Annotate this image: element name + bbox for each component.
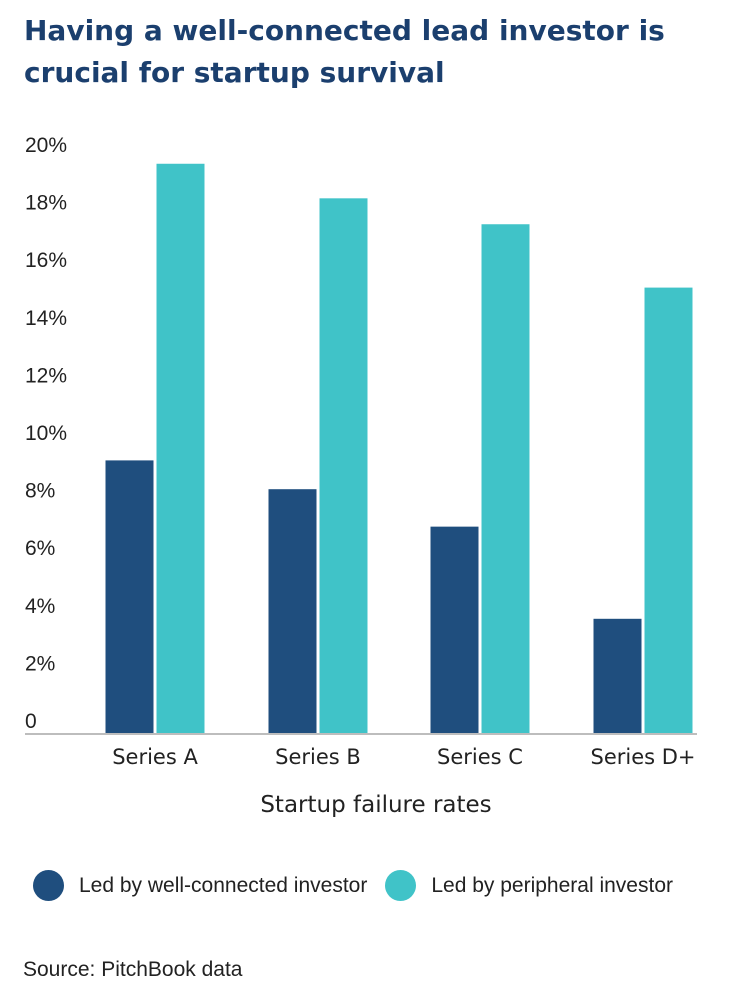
legend-swatch-well-connected: [33, 870, 64, 901]
y-tick-label: 12%: [25, 364, 67, 387]
y-tick-label: 18%: [25, 192, 67, 215]
x-tick-label: Series B: [275, 745, 361, 769]
x-tick-label: Series D+: [590, 745, 695, 769]
bar-peripheral-series-d: [644, 287, 693, 734]
y-tick-label: 2%: [25, 652, 55, 675]
legend: Led by well-connected investor Led by pe…: [33, 870, 691, 901]
y-tick-label: 8%: [25, 480, 55, 503]
legend-label-peripheral: Led by peripheral investor: [431, 873, 673, 897]
legend-swatch-peripheral: [385, 870, 417, 901]
bar-well-connected-series-a: [105, 460, 154, 734]
bar-well-connected-series-d: [593, 618, 642, 734]
x-tick-label: Series C: [437, 745, 523, 769]
x-tick-label: Series A: [112, 745, 198, 769]
y-tick-label: 20%: [25, 134, 67, 157]
legend-item-peripheral: Led by peripheral investor: [385, 870, 673, 901]
chart-title: Having a well-connected lead investor is…: [24, 14, 665, 89]
source-note: Source: PitchBook data: [23, 958, 243, 981]
y-tick-label: 6%: [25, 537, 55, 560]
legend-label-well-connected: Led by well-connected investor: [79, 873, 368, 897]
bars: [105, 163, 693, 734]
x-axis-categories: Series A Series B Series C Series D+: [112, 745, 695, 769]
y-tick-label: 14%: [25, 307, 67, 330]
y-tick-label: 16%: [25, 249, 67, 272]
bar-peripheral-series-c: [481, 224, 530, 734]
bar-peripheral-series-b: [319, 198, 368, 734]
y-axis-ticks: 0 2% 4% 6% 8% 10% 12% 14% 16% 18% 20%: [25, 134, 67, 733]
bar-peripheral-series-a: [156, 163, 205, 734]
y-tick-label: 0: [25, 710, 37, 733]
legend-item-well-connected: Led by well-connected investor: [33, 870, 367, 901]
y-tick-label: 10%: [25, 422, 67, 445]
bar-chart: 02%4%6%8%10%12%14%16%18%20% Series A Seri…: [25, 134, 697, 818]
bar-well-connected-series-c: [430, 526, 479, 734]
bar-well-connected-series-b: [268, 489, 317, 734]
y-tick-label: 4%: [25, 595, 55, 618]
x-axis-label: Startup failure rates: [260, 792, 491, 818]
